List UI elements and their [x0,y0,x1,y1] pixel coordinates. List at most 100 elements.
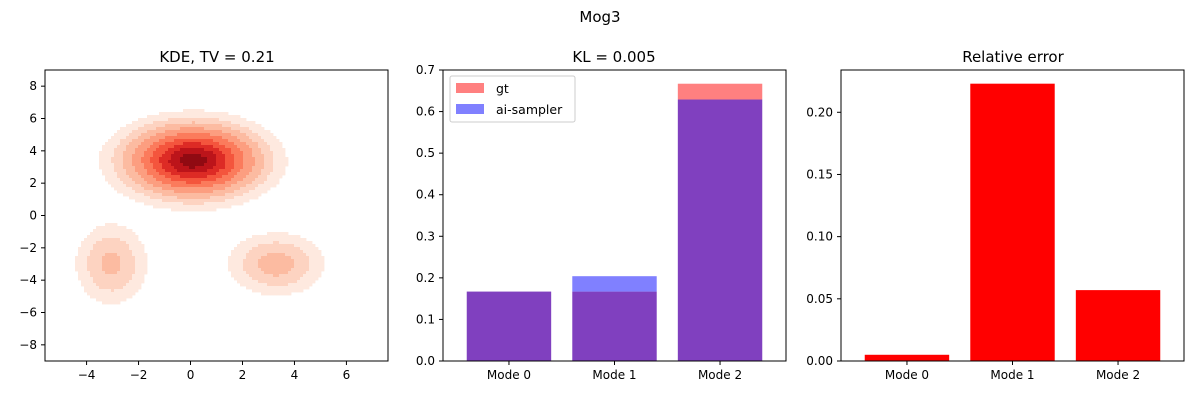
error-panel: Relative error Mode 0 Mode 1 Mode 20.000.0… [806,48,1185,382]
kde-contour-cell [153,175,157,179]
kde-contour-cell [261,160,265,164]
kde-contour-cell [216,142,220,146]
x-tick-label: Mode 2 [698,368,742,382]
kde-contour-cell [246,187,250,191]
kde-contour-cell [228,178,232,182]
kde-contour-cell [216,184,220,188]
kde-contour-cell [117,166,121,170]
kde-contour-cell [150,196,154,200]
kde-contour-cell [165,118,169,122]
kde-contour-cell [186,187,190,191]
kde-contour-cell [303,244,307,248]
kde-contour-cell [309,259,313,263]
kde-contour-cell [234,124,238,128]
kde-contour-cell [279,274,283,278]
kde-contour-cell [138,196,142,200]
kde-contour-cell [195,172,199,176]
kde-contour-cell [114,256,118,260]
kde-contour-cell [282,274,286,278]
kde-contour-cell [129,265,133,269]
kde-contour-cell [240,130,244,134]
kde-contour-cell [267,139,271,143]
kde-contour-cell [156,181,160,185]
kde-contour-cell [180,118,184,122]
kde-contour-cell [111,166,115,170]
kde-contour-cell [231,118,235,122]
kde-contour-cell [201,166,205,170]
y-tick-label: 0.3 [416,229,435,243]
kde-contour-cell [252,289,256,293]
kde-contour-cell [108,259,112,263]
kde-contour-cell [243,124,247,128]
kde-contour-cell [264,280,268,284]
kde-contour-cell [261,235,265,239]
x-tick-label: 2 [239,368,247,382]
kde-contour-cell [120,166,124,170]
kde-contour-cell [96,274,100,278]
kde-contour-cell [138,265,142,269]
kde-contour-cell [168,199,172,203]
kde-contour-cell [276,145,280,149]
kde-contour-cell [237,151,241,155]
kde-contour-cell [201,112,205,116]
kde-contour-cell [102,151,106,155]
kde-contour-cell [153,187,157,191]
kde-contour-cell [165,121,169,125]
kde-contour-cell [165,130,169,134]
kde-contour-cell [234,274,238,278]
kl-panel: KL = 0.005 Mode 0 Mode 1 Mode 20.00.10.20.… [416,48,787,382]
kde-contour-cell [189,199,193,203]
kde-contour-cell [225,154,229,158]
kde-contour-cell [87,277,91,281]
kde-contour-cell [171,187,175,191]
kde-contour-cell [102,262,106,266]
kde-contour-cell [213,172,217,176]
kde-contour-cell [243,178,247,182]
kde-contour-cell [177,166,181,170]
kde-contour-cell [258,160,262,164]
kde-contour-cell [135,241,139,245]
kde-contour-cell [255,163,259,167]
kde-contour-cell [177,133,181,137]
kde-contour-cell [246,193,250,197]
kde-contour-cell [129,247,133,251]
kde-contour-cell [264,244,268,248]
kde-contour-cell [153,151,157,155]
kde-contour-cell [78,247,82,251]
kde-contour-cell [189,169,193,173]
kde-contour-cell [267,286,271,290]
kde-contour-cell [264,154,268,158]
kde-contour-cell [162,112,166,116]
kde-contour-cell [195,154,199,158]
kde-contour-cell [150,142,154,146]
kde-contour-cell [180,172,184,176]
kde-contour-cell [240,259,244,263]
kde-contour-cell [135,151,139,155]
kde-contour-cell [114,154,118,158]
kde-contour-cell [246,259,250,263]
kde-contour-cell [132,175,136,179]
kde-contour-cell [78,274,82,278]
kde-contour-cell [183,199,187,203]
kde-contour-cell [252,127,256,131]
kde-contour-cell [93,277,97,281]
kde-contour-cell [228,142,232,146]
kde-contour-cell [144,259,148,263]
kde-contour-cell [267,241,271,245]
kde-contour-cell [165,199,169,203]
kde-contour-cell [249,271,253,275]
kde-contour-cell [222,142,226,146]
kde-contour-cell [219,124,223,128]
kde-contour-cell [192,169,196,173]
kde-contour-cell [174,112,178,116]
kde-contour-cell [267,175,271,179]
kde-contour-cell [141,169,145,173]
kde-contour-cell [168,133,172,137]
kde-contour-cell [231,124,235,128]
kde-contour-cell [135,166,139,170]
kde-contour-cell [192,118,196,122]
kde-contour-cell [309,241,313,245]
kde-contour-cell [165,193,169,197]
kde-contour-cell [258,175,262,179]
kde-contour-cell [183,208,187,212]
